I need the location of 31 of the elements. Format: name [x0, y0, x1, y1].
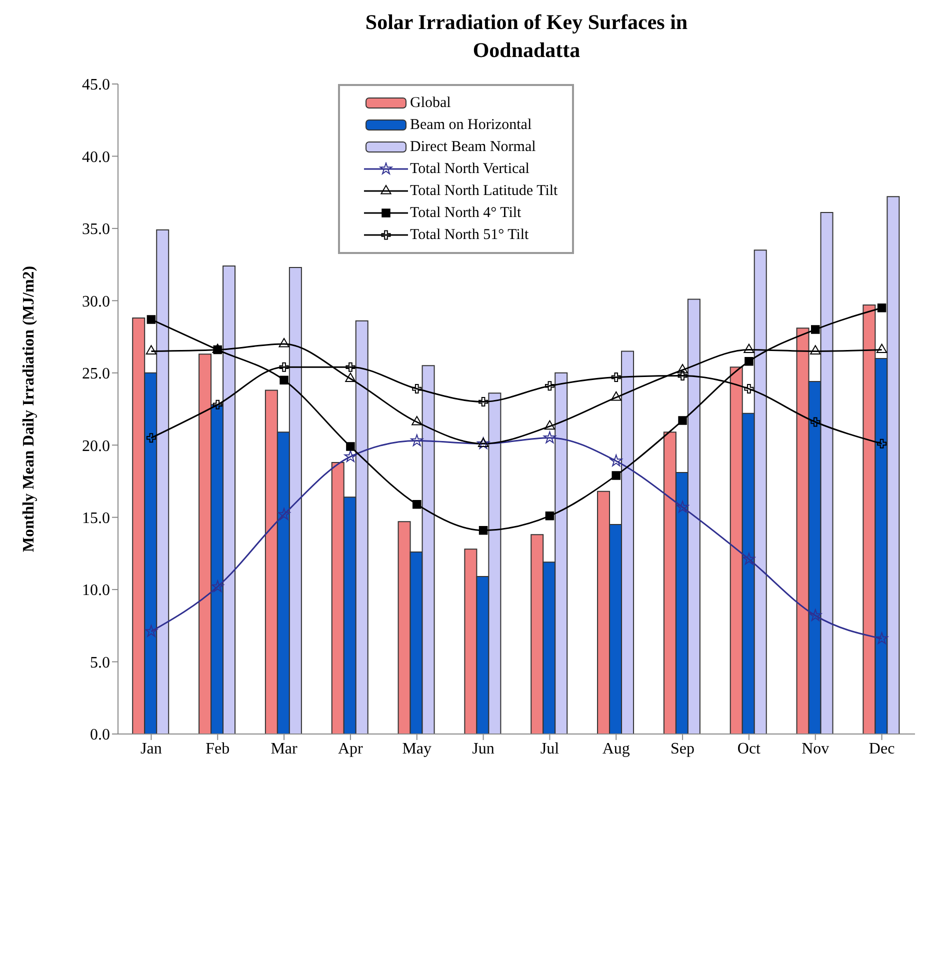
x-tick-label: Mar — [270, 740, 298, 758]
x-tick-label: May — [402, 740, 432, 758]
legend-label: Beam on Horizontal — [410, 116, 532, 134]
y-tick-label: 0.0 — [90, 726, 110, 744]
y-tick-label: 10.0 — [82, 582, 110, 600]
chart-title: Solar Irradiation of Key Surfaces in Oodnadatta — [364, 9, 689, 64]
legend-label: Total North Vertical — [410, 160, 530, 178]
x-tick-label: Feb — [206, 740, 230, 758]
x-tick-label: Jan — [140, 740, 162, 758]
x-tick-label: Oct — [737, 740, 762, 758]
y-tick-label: 5.0 — [90, 654, 110, 672]
legend-label: Total North Latitude Tilt — [410, 182, 558, 200]
y-tick-label: 25.0 — [82, 366, 110, 383]
x-tick-label: Nov — [802, 740, 830, 758]
y-tick-label: 35.0 — [82, 221, 110, 238]
y-tick-label: 30.0 — [82, 293, 110, 310]
y-tick-label: 20.0 — [82, 438, 110, 455]
x-tick-label: Sep — [670, 740, 695, 758]
x-tick-label: Dec — [868, 740, 895, 758]
legend-label: Total North 4° Tilt — [410, 204, 522, 222]
x-tick-label: Aug — [602, 740, 630, 758]
x-tick-label: Jul — [540, 740, 560, 758]
x-tick-label: Apr — [338, 740, 364, 758]
legend-label: Direct Beam Normal — [410, 138, 536, 156]
y-tick-label: 15.0 — [82, 510, 110, 528]
x-tick-label: Jun — [472, 740, 494, 758]
y-tick-label: 45.0 — [82, 76, 110, 94]
legend-label: Global — [410, 94, 451, 112]
y-axis-title: Monthly Mean Daily Irradiation (MJ/m2) — [20, 266, 38, 552]
legend-label: Total North 51° Tilt — [410, 226, 529, 244]
y-tick-label: 40.0 — [82, 148, 110, 166]
